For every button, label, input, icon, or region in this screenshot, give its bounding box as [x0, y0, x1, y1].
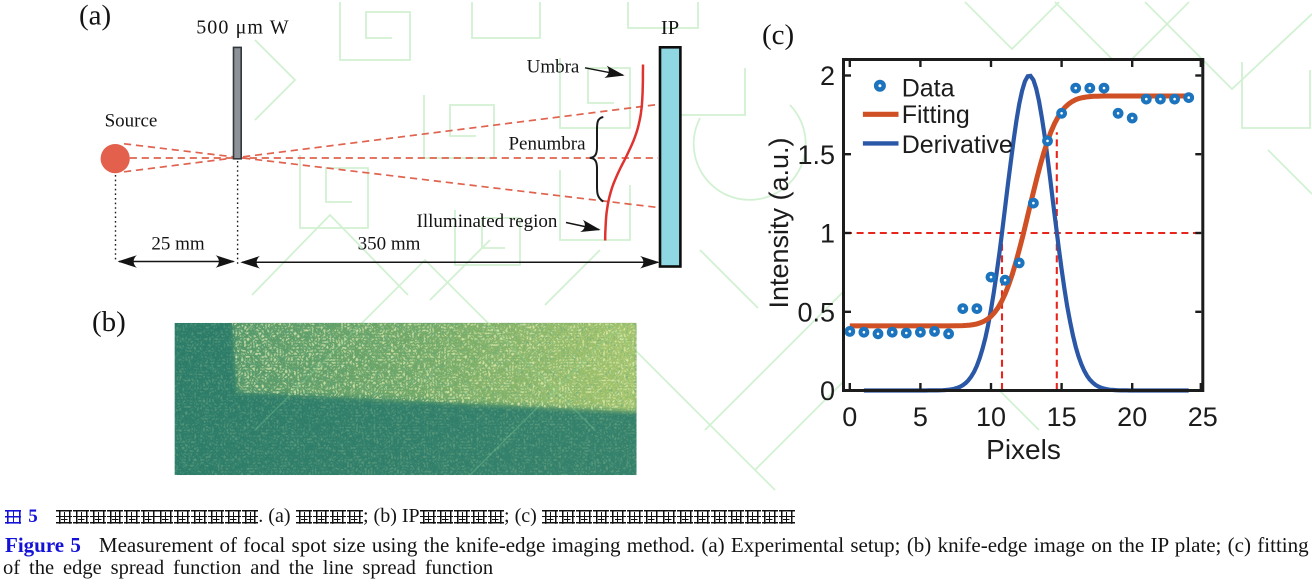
svg-text:Umbra: Umbra [527, 57, 580, 78]
svg-text:25 mm: 25 mm [151, 234, 205, 255]
svg-text:25: 25 [1188, 402, 1218, 432]
svg-text:Intensity (a.u.): Intensity (a.u.) [764, 137, 794, 308]
svg-text:2: 2 [820, 61, 835, 91]
svg-text:Fitting: Fitting [902, 101, 970, 129]
svg-text:0: 0 [820, 376, 835, 406]
svg-text:Penumbra: Penumbra [508, 134, 586, 155]
svg-text:20: 20 [1117, 402, 1147, 432]
svg-text:5: 5 [913, 402, 928, 432]
svg-text:Derivative: Derivative [902, 131, 1013, 159]
svg-text:(a): (a) [79, 0, 111, 32]
svg-text:Data: Data [902, 75, 955, 103]
svg-text:(c): (c) [762, 19, 794, 51]
svg-text:1.5: 1.5 [797, 140, 835, 170]
svg-text:500 μm W: 500 μm W [196, 17, 290, 39]
svg-text:1: 1 [820, 219, 835, 249]
svg-text:0: 0 [842, 402, 857, 432]
svg-text:0.5: 0.5 [797, 298, 835, 328]
svg-text:(b): (b) [92, 306, 126, 338]
svg-text:10: 10 [976, 402, 1006, 432]
svg-text:350 mm: 350 mm [358, 234, 421, 255]
svg-text:Source: Source [105, 111, 158, 132]
svg-text:15: 15 [1047, 402, 1077, 432]
svg-text:IP: IP [661, 17, 679, 39]
svg-text:Pixels: Pixels [986, 434, 1061, 465]
svg-text:Illuminated region: Illuminated region [417, 211, 558, 232]
